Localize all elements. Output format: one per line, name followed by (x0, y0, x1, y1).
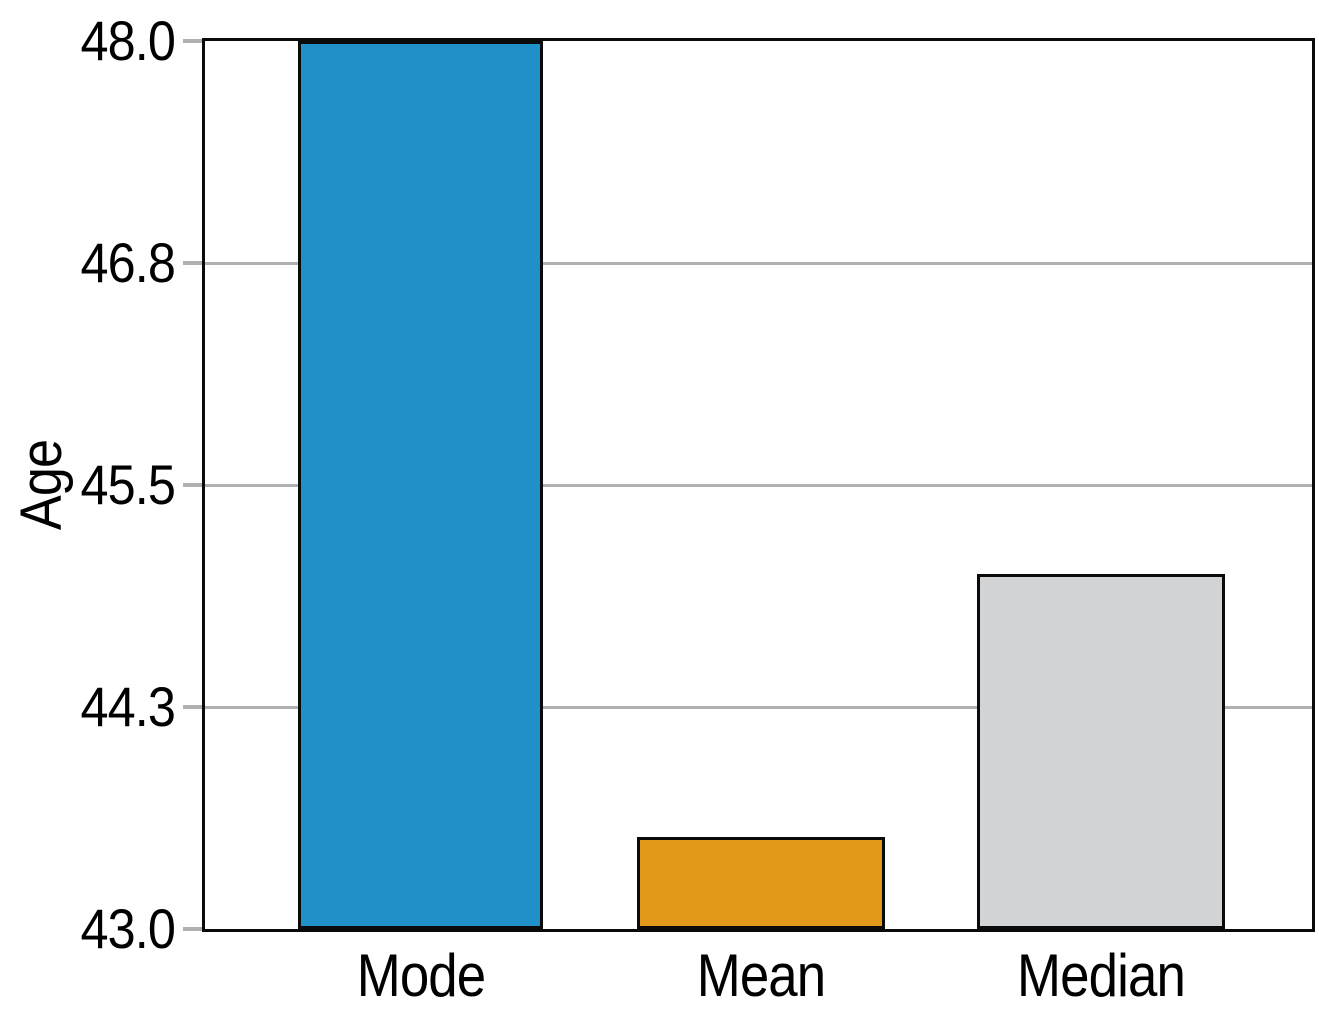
x-tick-label-mode: Mode (356, 942, 486, 1009)
y-axis-ticks (183, 39, 203, 931)
gridline (205, 261, 1312, 265)
gridline (205, 705, 1312, 709)
y-axis-tick (183, 39, 203, 43)
y-tick-label: 45.5 (80, 453, 176, 516)
y-tick-label: 48.0 (80, 9, 176, 72)
gridline (205, 483, 1312, 487)
bar-median (976, 573, 1225, 929)
y-tick-label: 46.8 (80, 231, 176, 294)
x-tick-label-median: Median (1016, 942, 1186, 1009)
plot-area (202, 38, 1315, 932)
y-axis-labels: 43.0 44.3 45.5 46.8 48.0 (0, 13, 177, 957)
y-tick-label: 44.3 (80, 675, 176, 738)
y-axis-tick (183, 483, 203, 487)
y-axis-tick (183, 705, 203, 709)
y-axis-tick (183, 927, 203, 931)
y-tick-label: 43.0 (80, 897, 176, 960)
bar-mode (297, 41, 543, 929)
bar-mean (636, 836, 885, 929)
x-axis-labels: Mode Mean Median (205, 946, 1312, 1016)
y-axis-tick (183, 261, 203, 265)
x-tick-label-mean: Mean (696, 942, 825, 1009)
